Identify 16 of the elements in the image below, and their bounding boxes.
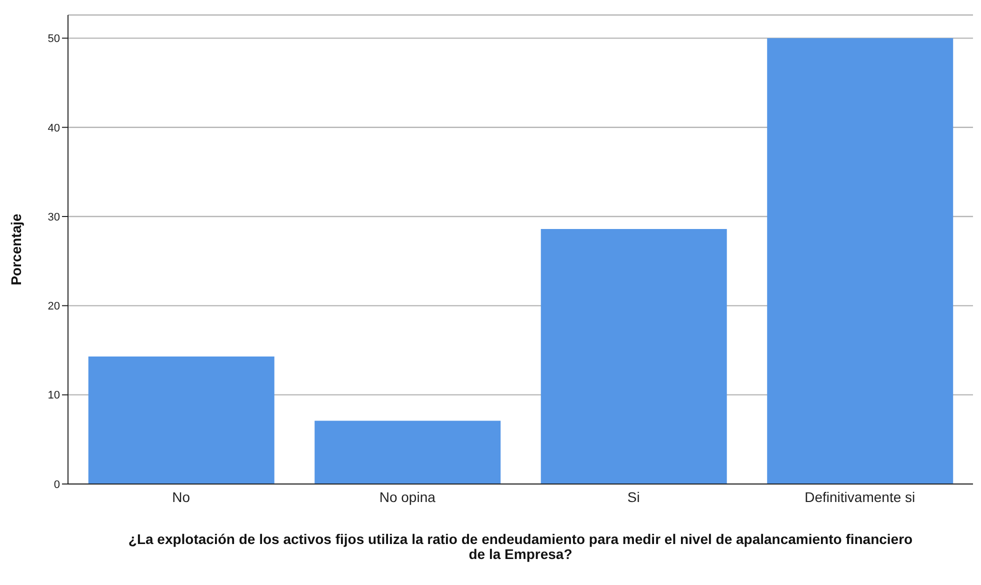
x-tick-label: Si [627, 488, 640, 505]
bar [88, 356, 274, 484]
bar [767, 38, 954, 484]
y-tick-label: 0 [54, 478, 60, 491]
y-axis-title: Porcentaje [8, 213, 24, 286]
bar [314, 420, 501, 484]
x-tick-label: No [172, 488, 190, 505]
y-tick-label: 50 [48, 33, 60, 46]
x-tick-label: Definitivamente si [804, 488, 916, 505]
y-tick-label: 10 [48, 390, 60, 402]
x-axis-title: ¿La explotación de los activos fijos utiliza la ratio de endeudamiento para medir el nivel de apalancamiento financiero de la Empresa? [127, 531, 914, 562]
y-tick-label: 30 [48, 211, 60, 224]
bar [540, 228, 727, 484]
y-tick-label: 20 [48, 300, 60, 313]
y-tick-label: 40 [48, 122, 60, 134]
x-tick-label: No opina [379, 488, 436, 505]
